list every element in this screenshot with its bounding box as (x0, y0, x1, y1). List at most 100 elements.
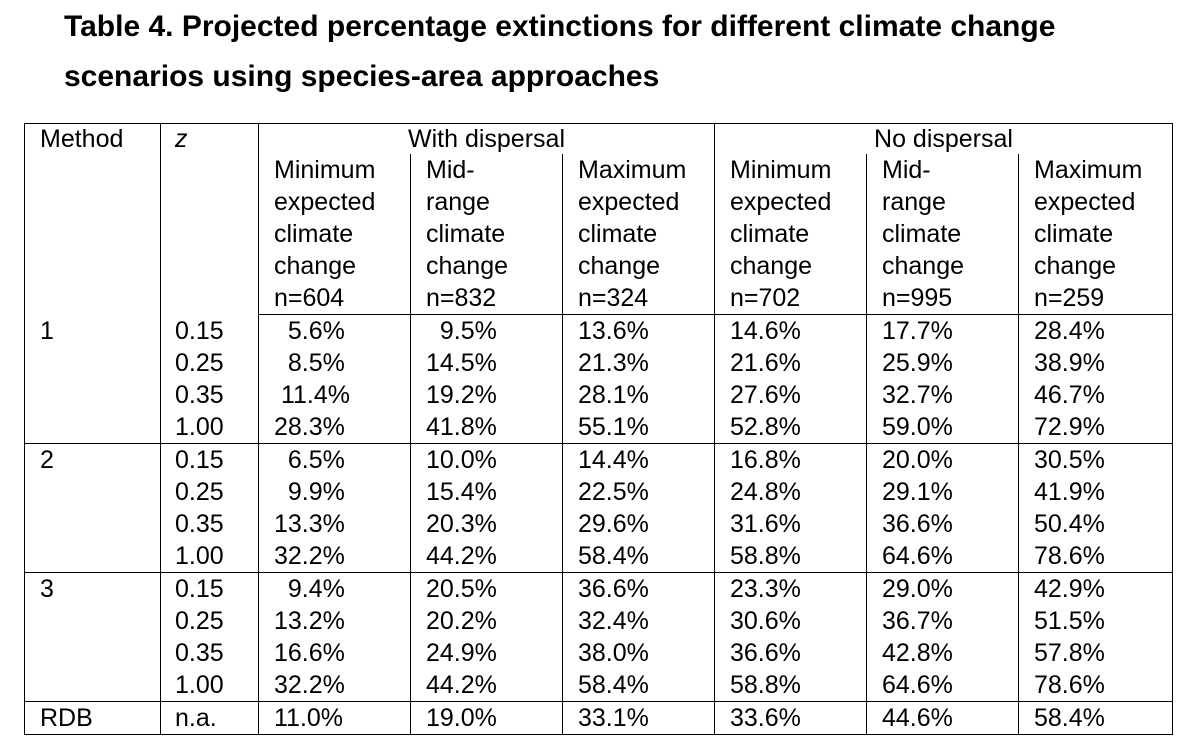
method-cell: 3 (24, 572, 161, 702)
extinction-value: 21.3% (578, 349, 649, 377)
extinction-table: Method z With dispersal No dispersal Min… (24, 123, 1173, 735)
scenario-header-line: climate (730, 220, 810, 248)
value-cell: 14.6% 21.6% 27.6% 52.8% (714, 314, 867, 444)
z-value: 0.25 (175, 348, 224, 377)
table-row: 3 0.15 0.25 0.35 1.00 9.4% 13.2% 16.6% 32.2% 20.… (24, 572, 1173, 702)
extinction-value: 13.6% (578, 317, 649, 345)
extinction-value: 41.8% (426, 413, 497, 441)
value-cell: 58.4% (1018, 701, 1173, 735)
subheader-row: Minimum expected climate change n=604 Mid-ran… (25, 154, 1173, 315)
extinction-value: 27.6% (730, 381, 801, 409)
value-cell: 16.8% 24.8% 31.6% 58.8% (714, 443, 867, 573)
extinction-value: 11.0% (274, 704, 344, 732)
extinction-value: 33.6% (730, 704, 801, 732)
z-value: 0.25 (175, 478, 224, 506)
scenario-header-line: Minimum (730, 156, 832, 184)
extinction-value: 50.4% (1034, 510, 1105, 538)
value-cell: 14.4% 22.5% 29.6% 58.4% (562, 443, 715, 573)
extinction-value: 8.5% (274, 349, 345, 377)
scenario-header-line: n=702 (730, 284, 801, 312)
scenario-header-line: climate (274, 220, 354, 248)
extinction-value: 22.5% (578, 478, 649, 506)
extinction-value: 58.4% (1034, 704, 1105, 732)
table-title: Table 4. Projected percentage extinction… (64, 10, 1056, 93)
scenario-header-line: climate (882, 220, 962, 248)
extinction-value: 58.8% (730, 542, 801, 570)
z-value: 0.15 (175, 316, 224, 345)
extinction-value: 59.0% (882, 413, 953, 441)
method-label: 3 (40, 575, 54, 603)
extinction-value: 29.6% (578, 510, 649, 538)
method-label: 2 (40, 446, 54, 474)
scenario-header-line: n=995 (882, 284, 953, 312)
scenario-header-line: change (882, 252, 965, 280)
method-cell: 2 (24, 443, 161, 573)
extinction-value: 51.5% (1034, 607, 1105, 635)
scenario-header-line: Mid- (426, 156, 475, 184)
scenario-header-2: Mid-range climate change n=832 (410, 154, 563, 315)
extinction-value: 58.4% (578, 671, 649, 699)
extinction-value: 32.4% (578, 607, 649, 635)
with-dispersal-header: With dispersal (258, 123, 715, 154)
extinction-value: 14.5% (426, 349, 497, 377)
z-value: n.a. (175, 704, 217, 732)
scenario-header-line: expected (274, 188, 376, 216)
extinction-value: 38.9% (1034, 349, 1105, 377)
extinction-value: 6.5% (274, 446, 345, 474)
extinction-value: 24.8% (730, 478, 801, 506)
scenario-header-line: n=324 (578, 284, 649, 312)
z-value: 0.35 (175, 639, 224, 667)
table-row: 1 0.15 0.25 0.35 1.00 5.6% 8.5% 11.4% 28.3% 9… (24, 314, 1173, 444)
scenario-header-line: Maximum (1034, 156, 1143, 184)
method-label: 1 (40, 316, 54, 345)
scenario-header-line: change (274, 252, 357, 280)
scenario-header-line: Maximum (578, 156, 687, 184)
extinction-value: 42.9% (1034, 575, 1105, 603)
scenario-header-line: n=604 (274, 284, 345, 312)
extinction-value: 78.6% (1034, 542, 1105, 570)
z-value: 0.15 (175, 446, 224, 474)
extinction-value: 14.4% (578, 446, 649, 474)
extinction-value: 44.2% (426, 542, 497, 570)
extinction-value: 17.7% (882, 317, 953, 345)
extinction-value: 16.8% (730, 446, 801, 474)
z-value: 0.35 (175, 380, 224, 409)
extinction-value: 9.5% (426, 317, 497, 345)
extinction-value: 29.1% (882, 478, 953, 506)
value-cell: 20.5% 20.2% 24.9% 44.2% (410, 572, 563, 702)
scenario-header-line: change (730, 252, 813, 280)
extinction-value: 10.0% (426, 446, 497, 474)
extinction-value: 16.6% (274, 639, 345, 667)
extinction-value: 13.2% (274, 607, 345, 635)
table-row: 2 0.15 0.25 0.35 1.00 6.5% 9.9% 13.3% 32.2% 10.… (24, 443, 1173, 573)
z-value: 1.00 (175, 412, 224, 441)
z-value: 0.35 (175, 510, 224, 538)
z-cell: 0.15 0.25 0.35 1.00 (160, 443, 259, 573)
value-cell: 5.6% 8.5% 11.4% 28.3% (258, 314, 411, 444)
value-cell: 10.0% 15.4% 20.3% 44.2% (410, 443, 563, 573)
value-cell: 29.0% 36.7% 42.8% 64.6% (866, 572, 1019, 702)
z-value: 0.25 (175, 607, 224, 635)
extinction-value: 32.7% (882, 381, 953, 409)
value-cell: 13.6% 21.3% 28.1% 55.1% (562, 314, 715, 444)
extinction-value: 14.6% (730, 317, 801, 345)
extinction-value: 46.7% (1034, 381, 1105, 409)
scenario-header-5: Mid-range climate change n=995 (866, 154, 1019, 315)
extinction-value: 36.6% (730, 639, 801, 667)
z-value: 1.00 (175, 671, 224, 699)
extinction-value: 20.3% (426, 510, 497, 538)
extinction-value: 33.1% (578, 704, 649, 732)
extinction-value: 5.6% (274, 317, 345, 345)
extinction-value: 32.2% (274, 542, 345, 570)
z-cell: n.a. (160, 701, 259, 735)
scenario-header-line: expected (578, 188, 680, 216)
z-value: 1.00 (175, 542, 224, 570)
extinction-value: 13.3% (274, 510, 345, 538)
extinction-value: 42.8% (882, 639, 953, 667)
scenario-header-line: n=259 (1034, 284, 1105, 312)
extinction-value: 15.4% (426, 478, 497, 506)
extinction-value: 32.2% (274, 671, 345, 699)
table-row: RDB n.a. 11.0% 19.0% 33.1% 33.6% 44.6% 58.4% (24, 701, 1173, 735)
extinction-value: 20.2% (426, 607, 497, 635)
extinction-value: 64.6% (882, 542, 953, 570)
